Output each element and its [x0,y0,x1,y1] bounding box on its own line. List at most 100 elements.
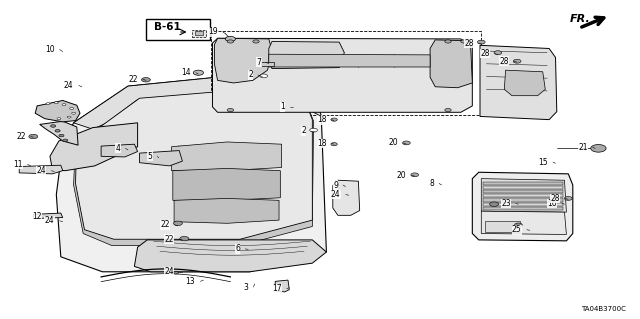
Text: 22: 22 [16,132,26,141]
Polygon shape [101,144,138,157]
Circle shape [445,40,451,43]
Circle shape [411,173,419,177]
Polygon shape [481,211,566,234]
Circle shape [477,40,485,44]
Bar [483,186,563,189]
Text: 2: 2 [301,126,306,135]
Text: 16: 16 [547,199,557,208]
Circle shape [331,143,337,146]
Text: 6: 6 [235,244,240,253]
Text: 14: 14 [181,68,191,77]
Text: 8: 8 [429,179,434,188]
Text: 11: 11 [13,160,22,169]
Text: B-61: B-61 [154,22,180,32]
Circle shape [225,36,236,41]
Text: 5: 5 [147,152,152,161]
Polygon shape [481,179,566,212]
Circle shape [227,40,234,43]
Circle shape [62,104,66,106]
Text: 10: 10 [45,45,54,54]
Bar [483,203,563,206]
Circle shape [260,74,268,78]
Text: 19: 19 [208,27,218,36]
Bar [195,31,203,35]
Polygon shape [33,213,63,219]
Bar [483,207,563,210]
Circle shape [494,51,502,55]
Polygon shape [56,77,326,272]
Polygon shape [74,93,314,246]
Bar [483,194,563,197]
Circle shape [70,108,74,109]
Polygon shape [269,41,344,69]
Text: 12: 12 [32,212,42,221]
Circle shape [461,40,467,43]
Circle shape [403,141,410,145]
Circle shape [59,134,64,137]
Polygon shape [50,123,138,171]
Circle shape [51,125,56,127]
Circle shape [564,197,572,200]
Circle shape [54,102,58,104]
Text: 22: 22 [128,75,138,84]
Circle shape [445,108,451,112]
Text: 23: 23 [501,199,511,208]
Text: 24: 24 [36,166,46,175]
Bar [146,19,210,40]
Polygon shape [35,100,80,122]
Polygon shape [172,142,282,171]
Circle shape [227,108,234,112]
Circle shape [253,40,259,43]
Text: 15: 15 [538,158,548,167]
Text: TA04B3700C: TA04B3700C [581,306,626,312]
Text: 18: 18 [317,115,326,124]
Text: 28: 28 [480,49,490,58]
Polygon shape [19,165,63,174]
Bar [483,182,563,185]
Bar [483,190,563,193]
Text: 24: 24 [164,267,174,276]
Circle shape [173,271,179,274]
Polygon shape [40,121,78,145]
Circle shape [141,78,150,82]
Polygon shape [269,54,430,67]
Circle shape [29,134,38,139]
Text: 28: 28 [499,57,509,66]
Text: 7: 7 [256,58,261,67]
Text: 9: 9 [333,181,338,189]
Polygon shape [214,38,272,83]
Bar [483,198,563,202]
Text: 21: 21 [578,143,588,152]
Bar [485,221,520,232]
Polygon shape [140,151,182,166]
Circle shape [67,116,71,118]
Circle shape [515,223,522,227]
Polygon shape [212,38,472,112]
Circle shape [193,70,204,75]
Text: 18: 18 [317,139,326,148]
Text: 24: 24 [331,190,340,199]
Circle shape [310,128,317,132]
Text: FR.: FR. [570,13,591,24]
Polygon shape [174,198,279,223]
Polygon shape [76,91,312,239]
Polygon shape [480,45,557,120]
Text: 2: 2 [248,70,253,79]
Polygon shape [430,40,472,88]
Polygon shape [134,240,326,272]
Circle shape [63,139,68,142]
Circle shape [173,221,182,226]
Circle shape [46,103,50,105]
Text: 25: 25 [512,225,522,234]
Text: 20: 20 [397,171,406,180]
Text: 17: 17 [272,284,282,293]
Polygon shape [275,280,289,292]
Polygon shape [74,77,321,129]
Bar [261,62,274,66]
Text: 22: 22 [164,235,174,244]
Text: 1: 1 [280,102,285,111]
Circle shape [591,145,606,152]
Text: 28: 28 [464,39,474,48]
Text: 3: 3 [243,283,248,292]
Polygon shape [173,168,280,200]
